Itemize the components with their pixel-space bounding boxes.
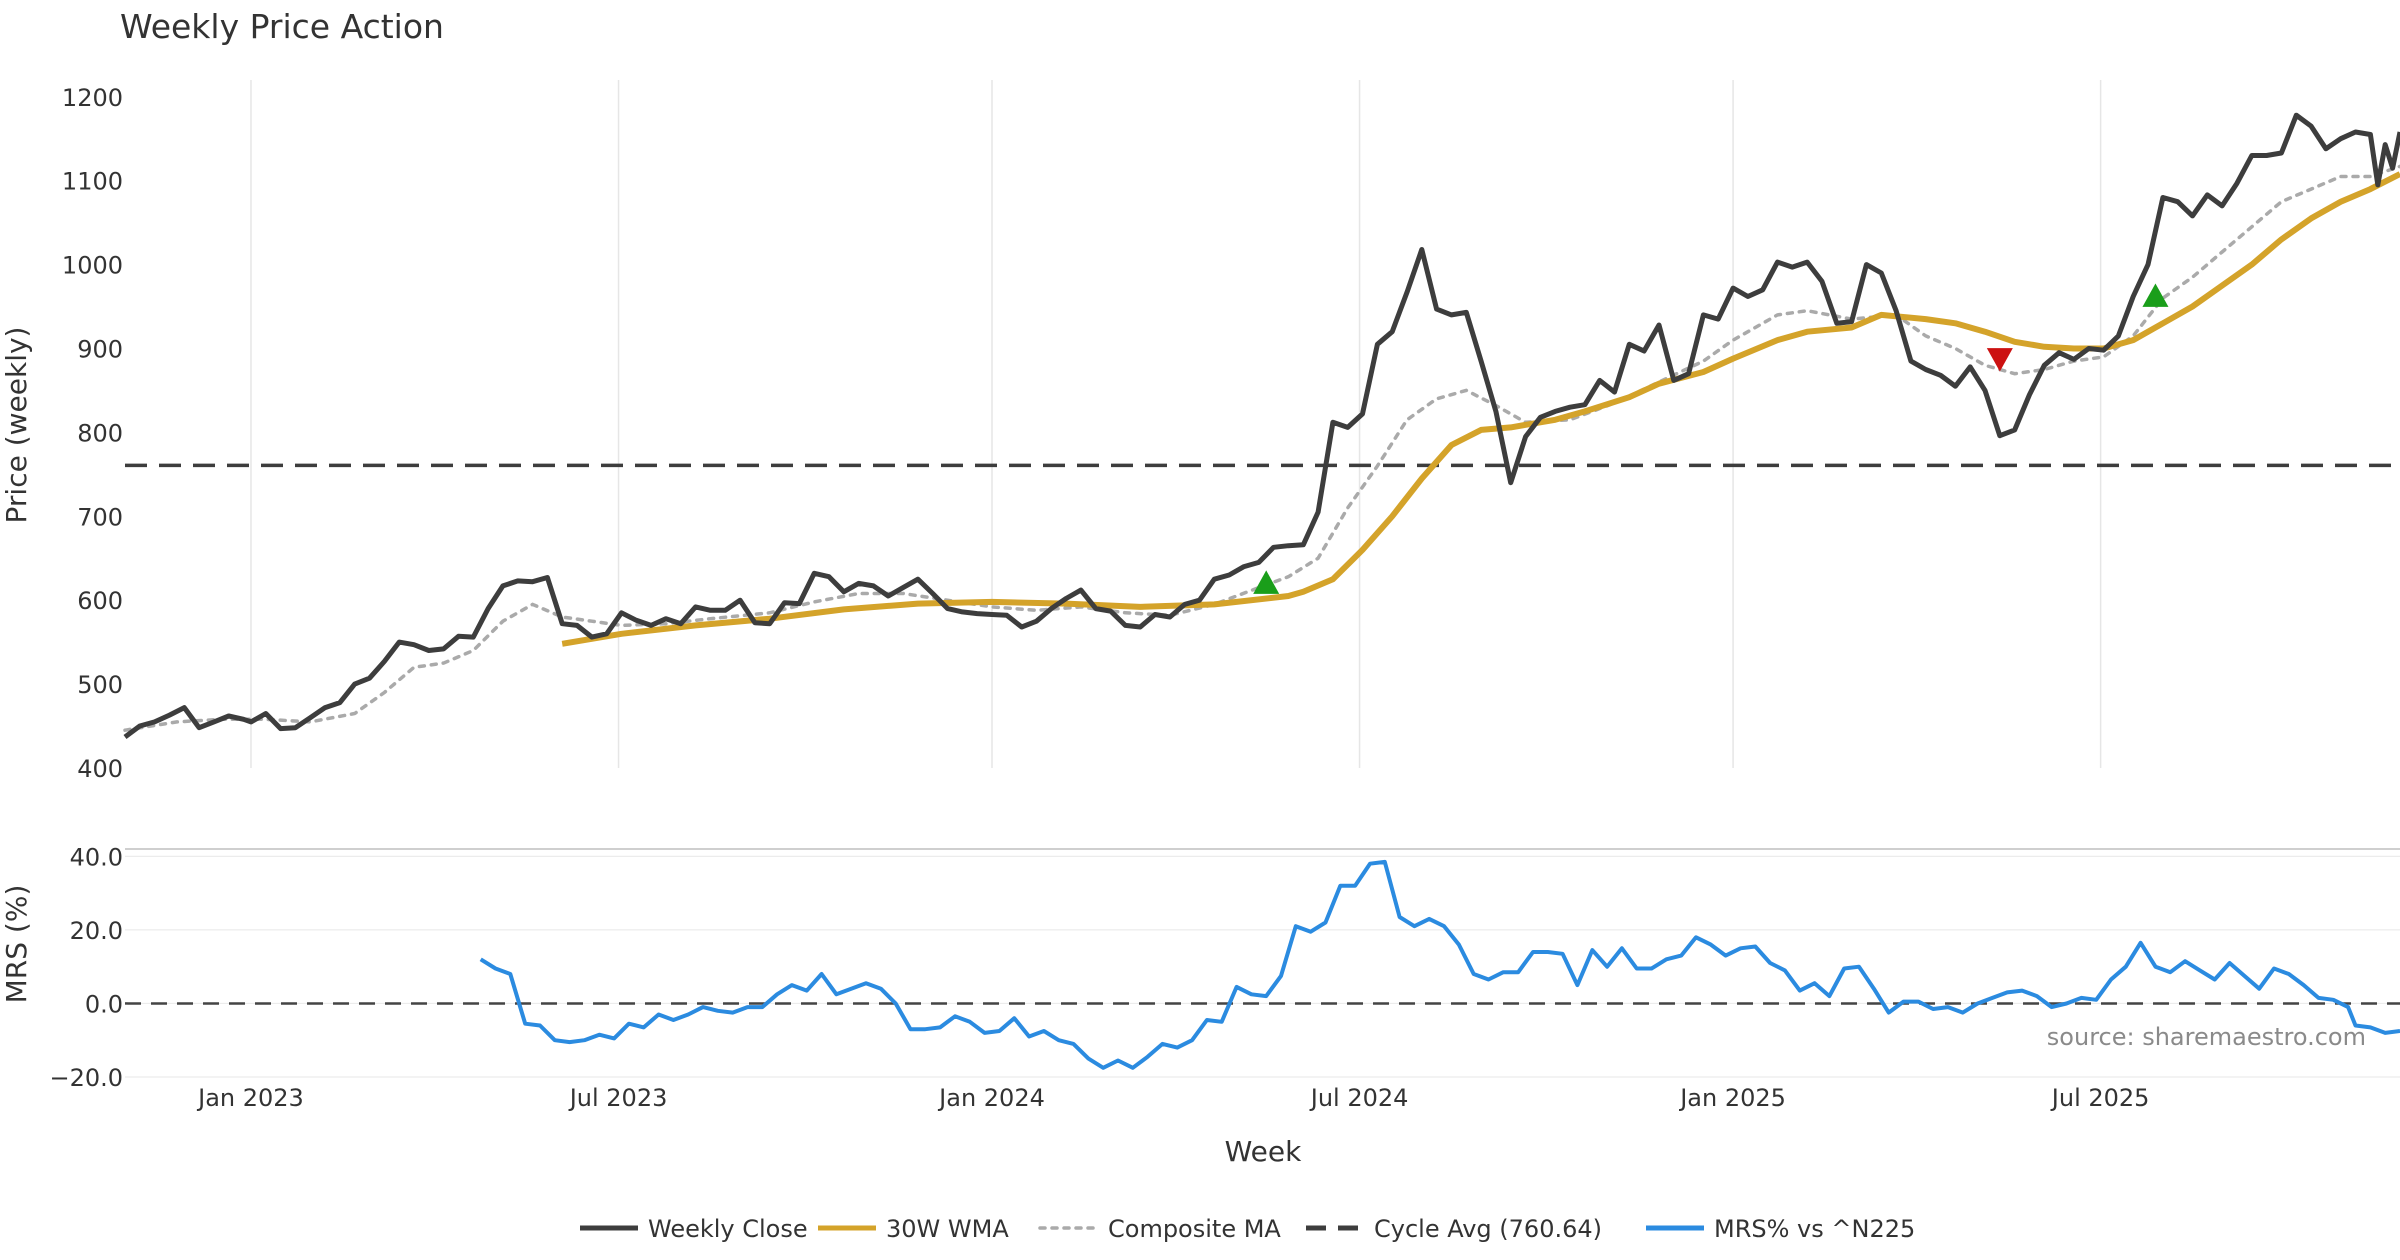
source-note: source: sharemaestro.com <box>2047 1023 2366 1051</box>
x-tick-label: Jul 2024 <box>1309 1084 1409 1112</box>
weekly-close-line <box>123 112 2400 740</box>
mrs-tick-label: 0.0 <box>85 990 123 1018</box>
mrs-y-axis: −20.0 0.0 20.0 40.0 <box>49 843 2400 1092</box>
price-y-axis: 400 500 600 700 800 900 1000 1100 1200 <box>62 84 123 783</box>
mrs-tick-label: −20.0 <box>49 1064 123 1092</box>
legend-label: Composite MA <box>1108 1215 1281 1243</box>
legend-label: MRS% vs ^N225 <box>1714 1215 1915 1243</box>
price-tick-label: 400 <box>77 755 123 783</box>
x-tick-label: Jan 2023 <box>196 1084 304 1112</box>
x-tick-label: Jul 2025 <box>2050 1084 2150 1112</box>
price-tick-label: 1200 <box>62 84 123 112</box>
legend-item-cycle: Cycle Avg (760.64) <box>1306 1215 1602 1243</box>
composite-ma-line <box>123 164 2400 732</box>
signal-down-marker <box>1986 348 2013 372</box>
price-tick-label: 800 <box>77 419 123 447</box>
signal-markers <box>1253 283 2169 594</box>
legend-label: Cycle Avg (760.64) <box>1374 1215 1602 1243</box>
price-tick-label: 900 <box>77 335 123 363</box>
x-axis-title: Week <box>1225 1135 1302 1168</box>
x-tick-label: Jan 2024 <box>937 1084 1045 1112</box>
mrs-tick-label: 40.0 <box>70 843 123 871</box>
chart-legend: Weekly Close 30W WMA Composite MA Cycle Avg… <box>580 1215 1915 1243</box>
price-axis-title: Price (weekly) <box>0 327 33 524</box>
x-tick-label: Jan 2025 <box>1678 1084 1786 1112</box>
price-tick-label: 700 <box>77 503 123 531</box>
x-gridlines <box>250 80 2102 768</box>
signal-up-marker <box>2142 283 2169 307</box>
mrs-tick-label: 20.0 <box>70 917 123 945</box>
mrs-line <box>479 859 2400 1070</box>
legend-label: 30W WMA <box>886 1215 1009 1243</box>
x-tick-label: Jul 2023 <box>568 1084 668 1112</box>
legend-item-composite: Composite MA <box>1038 1215 1281 1243</box>
legend-item-mrs: MRS% vs ^N225 <box>1646 1215 1915 1243</box>
price-tick-label: 1100 <box>62 168 123 196</box>
price-tick-label: 1000 <box>62 252 123 280</box>
price-tick-label: 500 <box>77 671 123 699</box>
legend-item-wma: 30W WMA <box>818 1215 1009 1243</box>
legend-label: Weekly Close <box>648 1215 808 1243</box>
price-tick-label: 600 <box>77 587 123 615</box>
legend-item-close: Weekly Close <box>580 1215 808 1243</box>
mrs-axis-title: MRS (%) <box>0 885 33 1004</box>
x-axis-ticks: Jan 2023 Jul 2023 Jan 2024 Jul 2024 Jan 2025… <box>196 1084 2149 1112</box>
chart-title: Weekly Price Action <box>120 7 444 46</box>
signal-up-marker <box>1253 570 1280 594</box>
